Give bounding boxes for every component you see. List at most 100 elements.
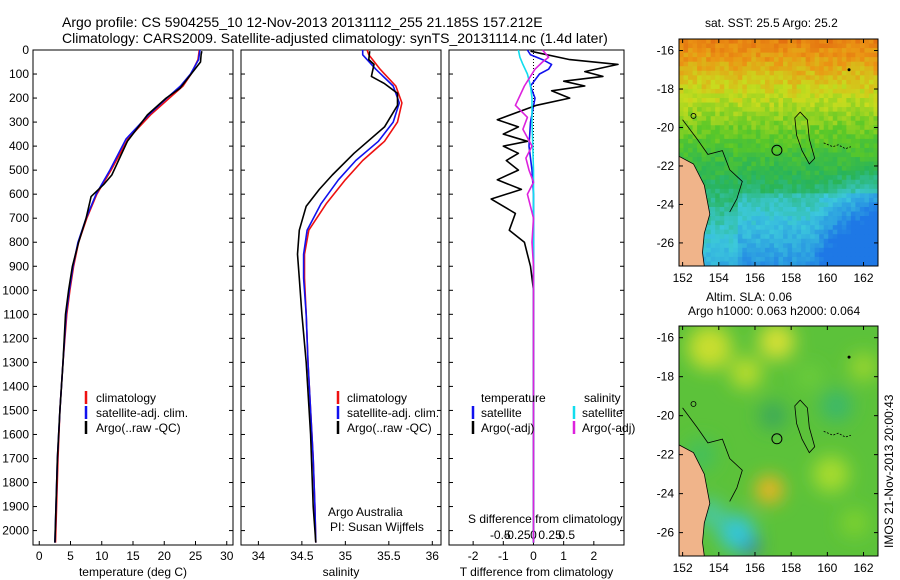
sst-cell	[850, 129, 856, 135]
sst-cell	[733, 102, 739, 108]
y-tick-label: 1100	[3, 307, 29, 321]
sst-cell	[706, 70, 712, 76]
sst-cell	[742, 75, 748, 81]
sst-cell	[873, 229, 878, 235]
sst-cell	[855, 43, 861, 49]
sst-cell	[683, 102, 689, 108]
sst-cell	[796, 234, 802, 240]
sst-cell	[841, 52, 847, 58]
sst-cell	[873, 252, 878, 258]
sst-cell	[783, 79, 789, 85]
sst-cell	[769, 175, 775, 181]
sst-cell	[796, 206, 802, 213]
sst-cell	[841, 70, 847, 76]
sst-cell	[773, 88, 780, 95]
sst-cell	[688, 39, 694, 45]
sst-cell	[837, 61, 843, 67]
sst-cell	[792, 216, 798, 222]
y-tick-label: 1300	[2, 355, 29, 369]
sst-cell	[841, 161, 847, 167]
sst-cell	[805, 179, 811, 185]
sst-cell	[787, 143, 793, 149]
sst-cell	[764, 116, 771, 122]
sst-cell	[846, 161, 852, 167]
sst-cell	[846, 243, 852, 249]
sst-cell	[737, 107, 743, 113]
sst-cell	[859, 57, 866, 63]
sst-cell	[724, 256, 730, 263]
sst-cell	[706, 66, 712, 72]
sst-cell	[706, 261, 712, 266]
sst-cell	[805, 243, 811, 249]
sst-cell	[692, 147, 698, 154]
sst-cell	[706, 193, 712, 199]
sla-blob	[718, 514, 755, 551]
sst-cell	[715, 70, 721, 76]
sst-cell	[787, 66, 793, 72]
sst-cell	[796, 243, 802, 249]
sst-cell	[832, 175, 838, 181]
sst-cell	[805, 166, 811, 172]
sst-cell	[778, 206, 784, 213]
sst-cell	[796, 147, 802, 154]
temperature-legend: climatology satellite-adj. clim. Argo(..…	[84, 391, 188, 435]
sst-cell	[746, 39, 752, 45]
sst-cell	[864, 134, 870, 140]
sst-cell	[859, 84, 866, 90]
sst-cell	[841, 188, 847, 194]
sst-cell	[737, 202, 743, 208]
y-tick-label: -26	[657, 526, 675, 540]
sst-cell	[697, 61, 703, 67]
sst-cell	[850, 88, 856, 95]
sst-map-title: sat. SST: 25.5 Argo: 25.2	[705, 16, 838, 30]
sst-cell	[819, 202, 825, 208]
sst-cell	[769, 193, 775, 199]
sst-cell	[837, 129, 843, 135]
x-tick-label: 152	[673, 561, 693, 575]
y-tick-label: -22	[657, 159, 675, 173]
sst-cell	[832, 116, 838, 122]
sst-cell	[751, 184, 757, 190]
sst-cell	[728, 120, 734, 126]
sst-cell	[724, 43, 730, 49]
x-tick-label: 2	[590, 549, 597, 563]
sst-cell	[814, 188, 820, 194]
series-line	[526, 49, 553, 543]
sst-cell	[873, 247, 878, 253]
sst-cell	[859, 107, 866, 113]
sst-cell	[737, 197, 743, 204]
sst-cell	[710, 107, 716, 113]
sst-cell	[832, 147, 838, 154]
sst-cell	[864, 247, 870, 253]
sst-cell	[864, 229, 870, 235]
sst-cell	[801, 61, 807, 67]
sst-cell	[832, 193, 838, 199]
sst-cell	[746, 193, 752, 199]
sst-cell	[742, 211, 748, 217]
sst-cell	[719, 220, 725, 226]
sst-cell	[841, 107, 847, 113]
sst-cell	[864, 61, 870, 67]
sst-cell	[787, 216, 793, 222]
sst-cell	[792, 220, 798, 226]
sst-cell	[801, 243, 807, 249]
sst-cell	[783, 184, 789, 190]
x-tick-label: 154	[709, 271, 729, 285]
sst-cell	[764, 48, 771, 54]
sst-cell	[760, 252, 766, 258]
sst-cell	[846, 252, 852, 258]
sst-cell	[692, 57, 698, 63]
sst-cell	[692, 66, 698, 72]
sst-cell	[801, 88, 807, 95]
sst-cell	[755, 161, 762, 167]
sst-cell	[805, 57, 811, 63]
sst-cell	[783, 116, 789, 122]
sst-cell	[846, 175, 852, 181]
sst-cell	[868, 48, 875, 54]
sst-cell	[683, 52, 689, 58]
island-marker	[690, 113, 697, 119]
sst-cell	[679, 39, 685, 45]
sst-cell	[778, 98, 784, 104]
sst-cell	[787, 161, 793, 167]
sst-cell	[805, 157, 811, 163]
